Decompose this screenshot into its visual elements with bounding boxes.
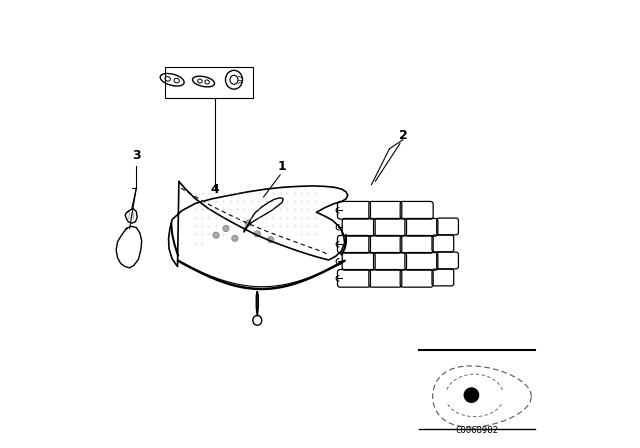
Text: C0068982: C0068982 xyxy=(455,426,499,435)
Circle shape xyxy=(268,237,274,243)
Text: 2: 2 xyxy=(399,129,407,142)
Circle shape xyxy=(245,220,252,226)
Circle shape xyxy=(223,225,229,232)
Circle shape xyxy=(232,235,238,241)
Text: 1: 1 xyxy=(278,160,286,173)
Circle shape xyxy=(213,232,220,238)
Circle shape xyxy=(464,388,479,402)
Circle shape xyxy=(254,231,260,237)
Bar xyxy=(165,67,253,98)
Text: 3: 3 xyxy=(132,149,141,162)
Text: 4: 4 xyxy=(211,183,219,196)
